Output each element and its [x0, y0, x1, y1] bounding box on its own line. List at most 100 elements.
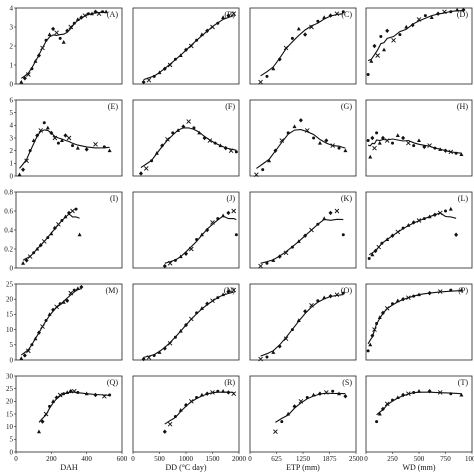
data-point — [375, 131, 379, 135]
data-point — [45, 125, 50, 130]
data-point — [188, 43, 194, 49]
data-point — [341, 233, 345, 237]
y-tick-label: 4 — [10, 4, 14, 12]
data-point — [195, 238, 199, 241]
data-point — [290, 245, 294, 249]
data-point — [406, 295, 411, 300]
data-point — [167, 62, 173, 68]
data-point — [443, 148, 448, 153]
trend-curve — [22, 213, 80, 261]
panel-label: (Q) — [107, 378, 118, 387]
data-point — [188, 316, 194, 322]
data-point — [395, 229, 401, 235]
data-point — [58, 36, 62, 40]
data-point — [390, 233, 395, 238]
data-point — [427, 290, 432, 296]
data-point — [205, 301, 210, 306]
data-point — [197, 130, 202, 135]
panel-frame — [365, 375, 473, 453]
panel-label: (H) — [457, 102, 468, 111]
x-tick-label: 0 — [131, 455, 135, 463]
data-point — [188, 399, 194, 404]
panel-label: (P) — [458, 286, 468, 295]
data-point — [328, 13, 333, 18]
data-point — [57, 392, 63, 398]
data-point — [228, 148, 234, 153]
data-point — [277, 57, 282, 62]
data-point — [380, 241, 384, 245]
data-point — [324, 390, 329, 395]
data-point — [54, 304, 59, 310]
data-point — [343, 394, 348, 399]
data-point — [254, 172, 259, 178]
panel-label: (M) — [106, 286, 119, 295]
data-point — [184, 251, 188, 256]
data-point — [226, 210, 231, 216]
y-tick-label: 2 — [10, 147, 14, 155]
data-point — [221, 292, 226, 297]
data-point — [199, 392, 204, 397]
data-point — [391, 37, 396, 43]
data-point — [404, 24, 409, 29]
data-point — [265, 355, 269, 359]
data-point — [188, 246, 194, 252]
data-point — [216, 217, 220, 221]
panel-frame — [132, 375, 240, 453]
panel-label: (L) — [458, 194, 469, 203]
data-point — [171, 131, 175, 135]
data-point — [199, 32, 204, 37]
data-point — [401, 226, 405, 230]
trend-curve — [256, 129, 346, 169]
data-point — [324, 138, 329, 143]
data-point — [44, 38, 48, 42]
data-point — [373, 248, 378, 254]
data-point — [146, 355, 152, 360]
panel-label: (B) — [224, 10, 235, 19]
data-point — [93, 392, 98, 398]
data-point — [141, 356, 146, 362]
data-point — [370, 252, 375, 257]
data-point — [367, 257, 371, 260]
panel-frame — [365, 283, 473, 361]
data-point — [277, 254, 282, 259]
data-point — [412, 390, 416, 394]
data-point — [141, 79, 146, 85]
data-point — [312, 136, 316, 140]
y-tick-label: 10 — [6, 423, 14, 431]
data-point — [377, 140, 382, 145]
data-point — [76, 390, 80, 394]
data-point — [231, 391, 237, 397]
data-point — [334, 208, 340, 214]
data-point — [93, 142, 98, 147]
data-point — [375, 322, 379, 326]
data-point — [61, 40, 66, 44]
data-point — [77, 232, 82, 237]
data-point — [298, 399, 304, 404]
data-point — [322, 15, 327, 19]
data-point — [411, 220, 416, 225]
data-point — [167, 421, 173, 427]
data-point — [395, 298, 400, 303]
y-tick-label: 20 — [6, 398, 14, 406]
data-point — [309, 302, 314, 308]
data-point — [305, 396, 309, 400]
data-point — [437, 210, 443, 216]
data-point — [322, 295, 327, 300]
data-point — [438, 147, 443, 151]
y-tick-label: 0.4 — [4, 226, 13, 234]
data-point — [60, 219, 64, 222]
data-point — [138, 171, 143, 176]
data-point — [406, 223, 411, 227]
data-point — [376, 244, 382, 250]
x-tick-label: 2500 — [349, 455, 364, 463]
data-point — [417, 138, 421, 143]
trend-curve — [140, 127, 237, 169]
data-point — [205, 227, 210, 233]
y-tick-label: 20 — [6, 296, 14, 304]
data-point — [226, 13, 231, 18]
x-tick-label: 400 — [81, 455, 92, 463]
data-point — [205, 28, 210, 33]
data-point — [167, 340, 173, 346]
data-point — [273, 429, 278, 435]
x-tick-label: 0 — [14, 455, 18, 463]
